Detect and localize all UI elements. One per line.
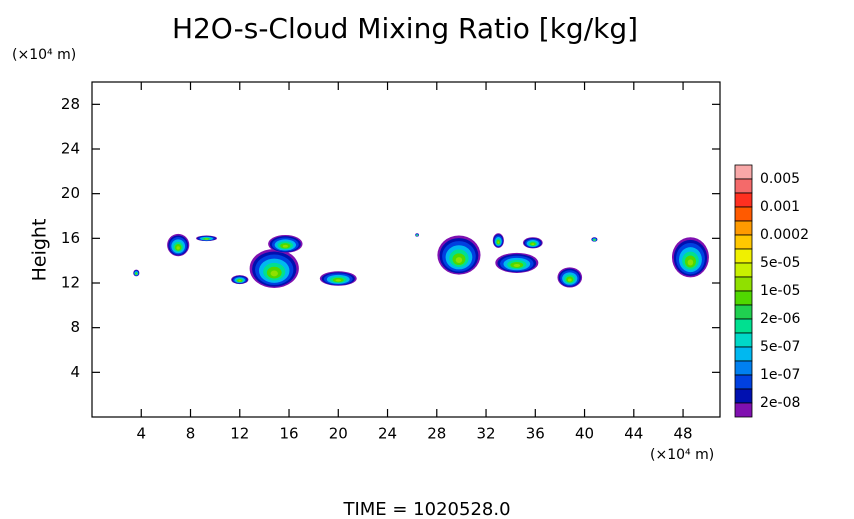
x-tick-label: 8 (186, 425, 196, 443)
x-tick-label: 28 (427, 425, 446, 443)
colorbar-swatch (734, 304, 753, 320)
cloud-cell (567, 278, 572, 282)
y-unit: (×10⁴ m) (12, 47, 76, 63)
colorbar-label: 0.0002 (760, 227, 809, 243)
cloud-cell (204, 238, 209, 240)
cloud-field (133, 233, 709, 289)
cloud-cell (270, 270, 278, 277)
x-tick-label: 4 (136, 425, 146, 443)
cloud-cell (455, 257, 463, 263)
colorbar-swatch (734, 248, 753, 264)
colorbar-swatch (734, 318, 753, 334)
x-tick-label: 24 (378, 425, 397, 443)
y-tick-label: 20 (61, 184, 80, 202)
colorbar-swatch (734, 276, 753, 292)
x-tick-label: 40 (575, 425, 594, 443)
x-tick-label: 20 (329, 425, 348, 443)
colorbar-label: 1e-05 (760, 283, 800, 299)
y-tick-label: 12 (61, 274, 80, 292)
colorbar-label: 0.005 (760, 171, 800, 187)
x-tick-label: 44 (624, 425, 643, 443)
colorbar-swatch (734, 332, 753, 348)
colorbar-label: 5e-07 (760, 339, 800, 355)
colorbar-swatch (734, 164, 753, 180)
colorbar-swatch (734, 346, 753, 362)
chart-title: H2O-s-Cloud Mixing Ratio [kg/kg] (172, 12, 638, 45)
y-axis-label: Height (29, 219, 51, 282)
colorbar-label: 2e-06 (760, 311, 800, 327)
cloud-cell (687, 259, 694, 266)
y-tick-label: 16 (61, 229, 80, 247)
cloud-cell (176, 246, 180, 250)
cloud-cell (593, 239, 595, 241)
colorbar-swatch (734, 192, 753, 208)
y-tick-label: 8 (70, 318, 80, 336)
colorbar-swatch (734, 234, 753, 250)
x-tick-label: 36 (526, 425, 545, 443)
colorbar-swatch (734, 388, 753, 404)
colorbar-swatch (734, 206, 753, 222)
x-tick-label: 48 (674, 425, 693, 443)
cloud-cell (135, 273, 137, 275)
colorbar-label: 0.001 (760, 199, 800, 215)
x-tick-label: 32 (476, 425, 495, 443)
cloud-cell (335, 279, 342, 282)
footer: TIME = 1020528.0 (342, 499, 510, 519)
cloud-cell (416, 234, 418, 236)
cloud-cell (531, 243, 535, 246)
y-tick-label: 24 (61, 140, 80, 158)
colorbar-swatch (734, 220, 753, 236)
cloud-cell (497, 241, 500, 244)
colorbar-label: 2e-08 (760, 395, 800, 411)
y-tick-label: 4 (70, 363, 80, 381)
x-tick-label: 12 (230, 425, 249, 443)
colorbar-swatch (734, 262, 753, 278)
cloud-cell (238, 280, 242, 282)
cloud-cell (282, 244, 288, 248)
x-unit: (×10⁴ m) (650, 447, 714, 463)
colorbar-label: 1e-07 (760, 367, 800, 383)
x-tick-label: 16 (279, 425, 298, 443)
colorbar-swatch (734, 290, 753, 306)
plot-frame (91, 81, 721, 418)
colorbar-label: 5e-05 (760, 255, 800, 271)
colorbar-swatch (734, 402, 753, 418)
cloud-cell (513, 263, 521, 267)
colorbar-swatch (734, 360, 753, 376)
colorbar-swatch (734, 374, 753, 390)
colorbar-swatch (734, 178, 753, 194)
y-tick-label: 28 (61, 95, 80, 113)
